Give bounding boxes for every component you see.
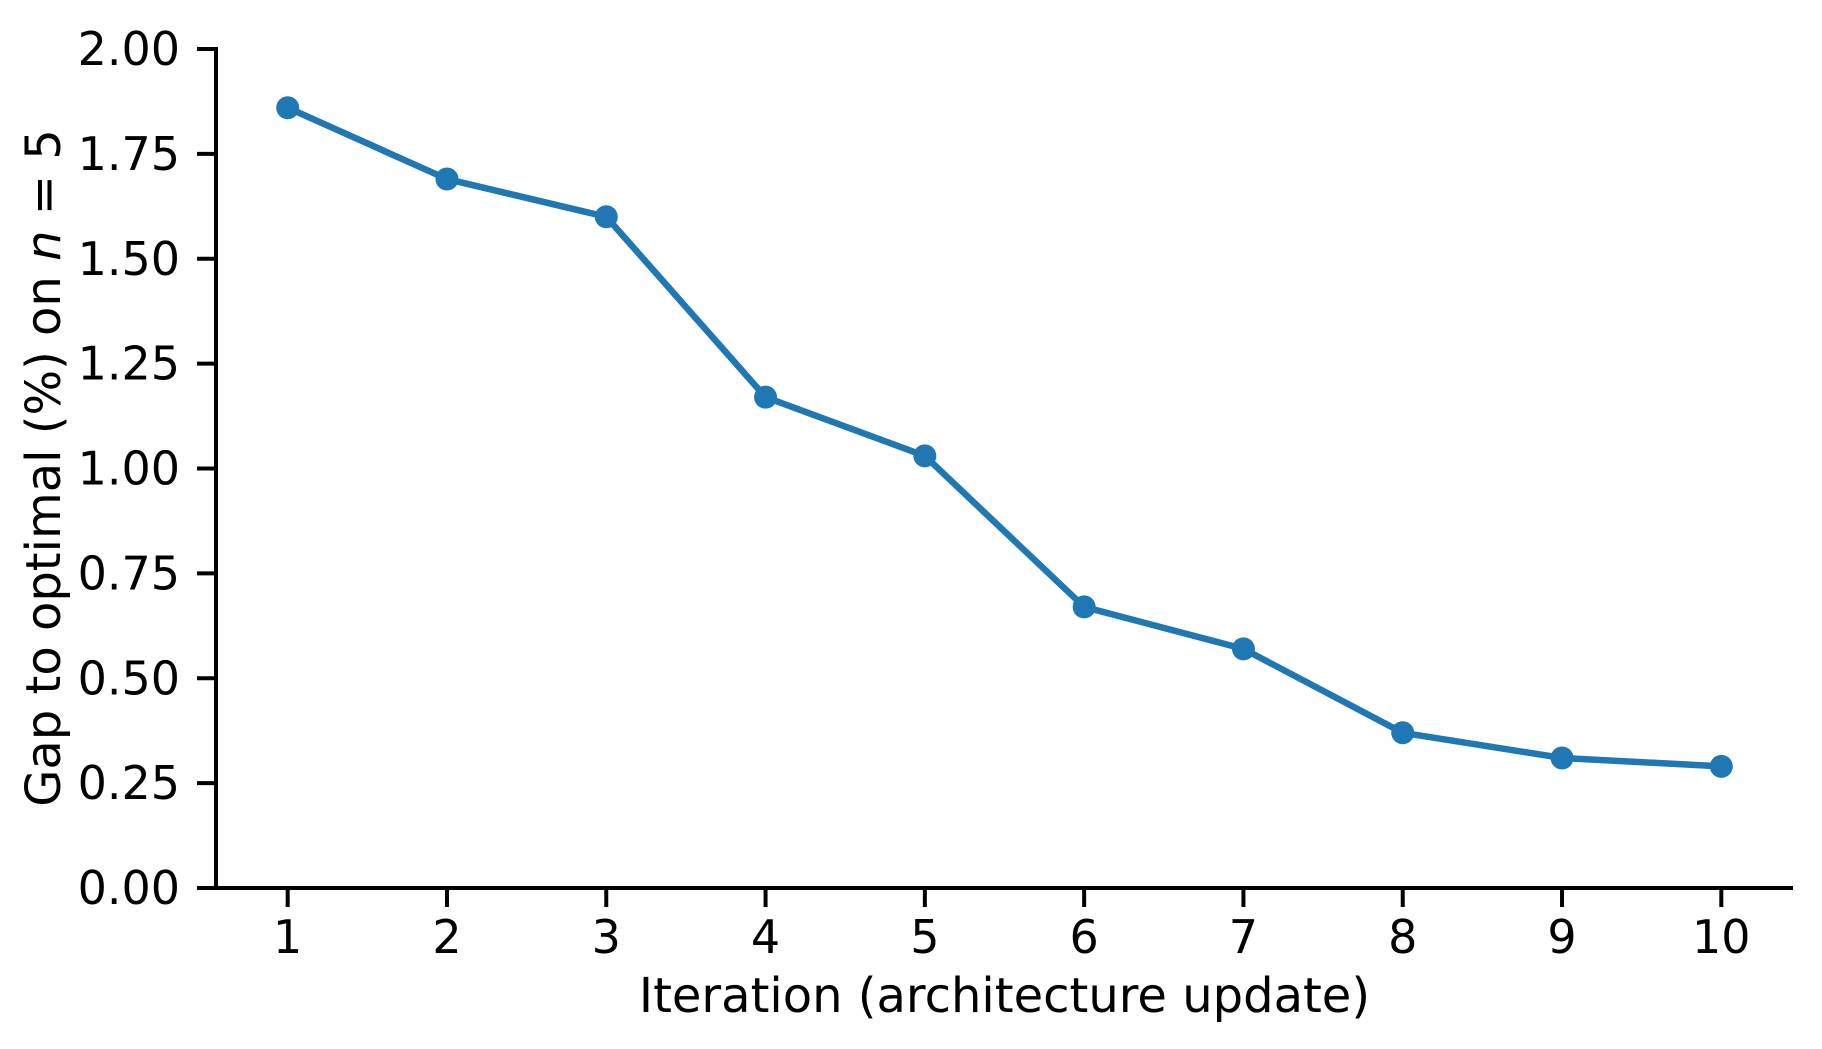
y-axis-label-suffix: = 5 [16,129,72,231]
data-point-marker [594,205,618,229]
x-tick-label: 7 [1229,910,1258,964]
data-point-marker [1709,754,1733,778]
data-point-marker [276,96,300,120]
x-tick-label: 2 [432,910,461,964]
x-tick-label: 6 [1070,910,1099,964]
y-tick-label: 1.75 [78,127,180,181]
y-tick-label: 0.00 [78,861,180,915]
y-tick-label: 0.25 [78,756,180,810]
data-point-marker [435,167,459,191]
data-point-marker [1391,721,1415,745]
y-tick-label: 1.25 [78,337,180,391]
x-tick-label: 10 [1692,910,1751,964]
data-point-marker [1231,637,1255,661]
x-tick-label: 9 [1547,910,1576,964]
x-tick-label: 5 [910,910,939,964]
y-tick-label: 2.00 [78,22,180,76]
y-tick-label: 1.50 [78,232,180,286]
data-point-marker [1072,595,1096,619]
data-point-marker [754,385,778,409]
gap-trend-line [284,104,1725,770]
x-tick-label: 4 [751,910,780,964]
y-axis-label-prefix: Gap to optimal (%) on [16,260,72,807]
x-tick-label: 1 [273,910,302,964]
y-axis-label-variable: n [16,230,72,261]
x-axis-label: Iteration (architecture update) [638,968,1371,1024]
x-tick-label: 8 [1388,910,1417,964]
data-point-marker [913,444,937,468]
y-tick-label: 1.00 [78,442,180,496]
y-tick-label: 0.50 [78,651,180,705]
y-axis-label: Gap to optimal (%) on n = 5 [16,129,72,807]
x-tick-label: 3 [592,910,621,964]
y-tick-label: 0.75 [78,546,180,600]
data-point-marker [1550,746,1574,770]
